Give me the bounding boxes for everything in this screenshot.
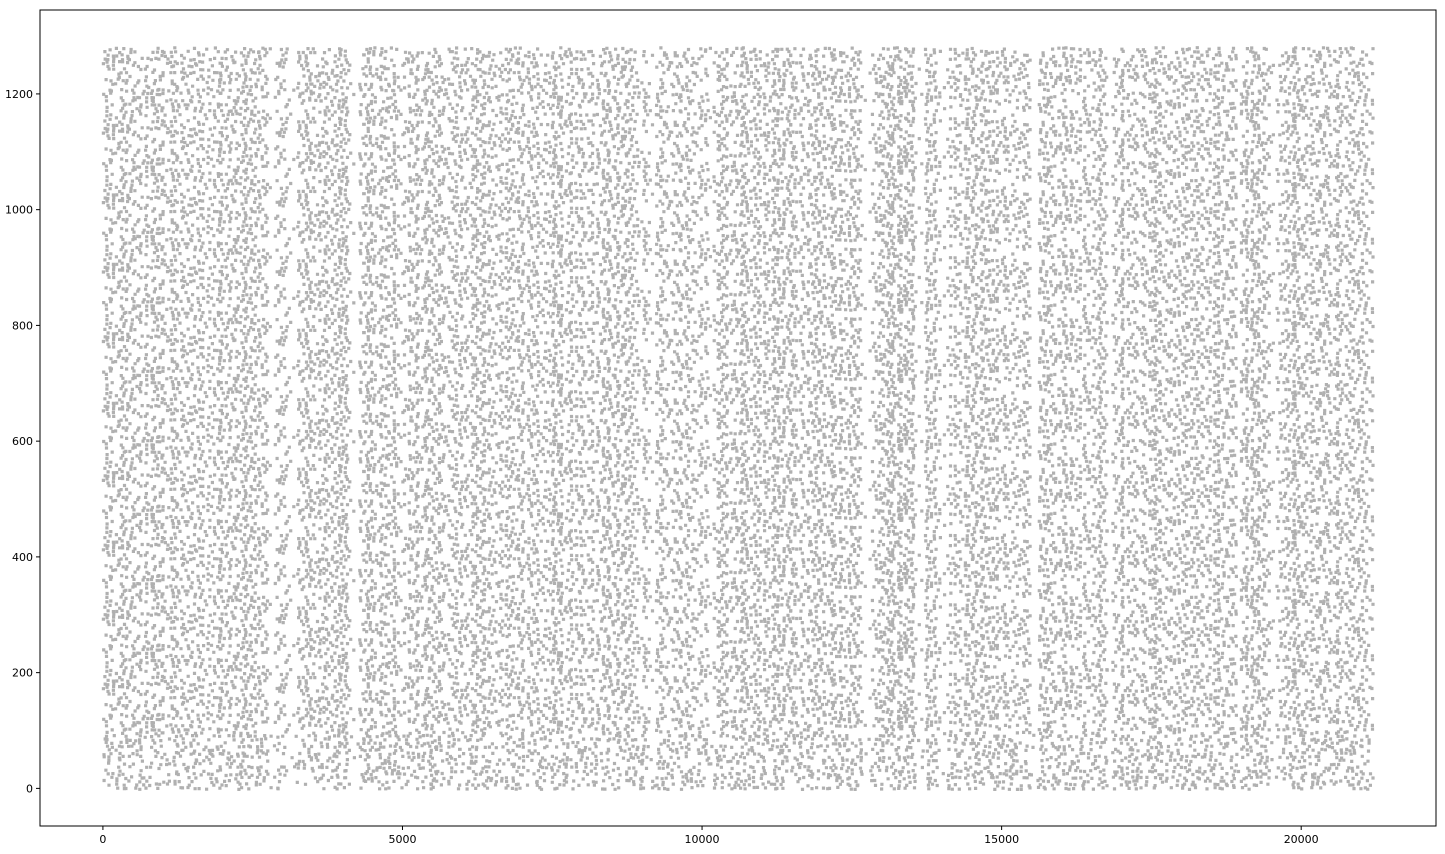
y-tick-label: 0: [26, 782, 33, 795]
scatter-points: [101, 46, 1375, 792]
y-tick-label: 1000: [5, 204, 33, 217]
x-tick-label: 0: [99, 833, 106, 846]
y-axis: 0 200 400 600 800 1000 1200: [5, 88, 40, 795]
y-tick-label: 600: [12, 435, 33, 448]
y-tick-label: 1200: [5, 88, 33, 101]
y-tick-label: 400: [12, 551, 33, 564]
y-tick-label: 200: [12, 667, 33, 680]
plot-frame: [39, 9, 1437, 827]
x-tick-label: 15000: [984, 833, 1019, 846]
x-tick-label: 10000: [685, 833, 720, 846]
y-tick-label: 800: [12, 319, 33, 332]
x-tick-label: 20000: [1284, 833, 1319, 846]
x-axis: 0 5000 10000 15000 20000: [99, 826, 1319, 846]
x-tick-label: 5000: [388, 833, 416, 846]
points-layer: [101, 46, 1375, 792]
